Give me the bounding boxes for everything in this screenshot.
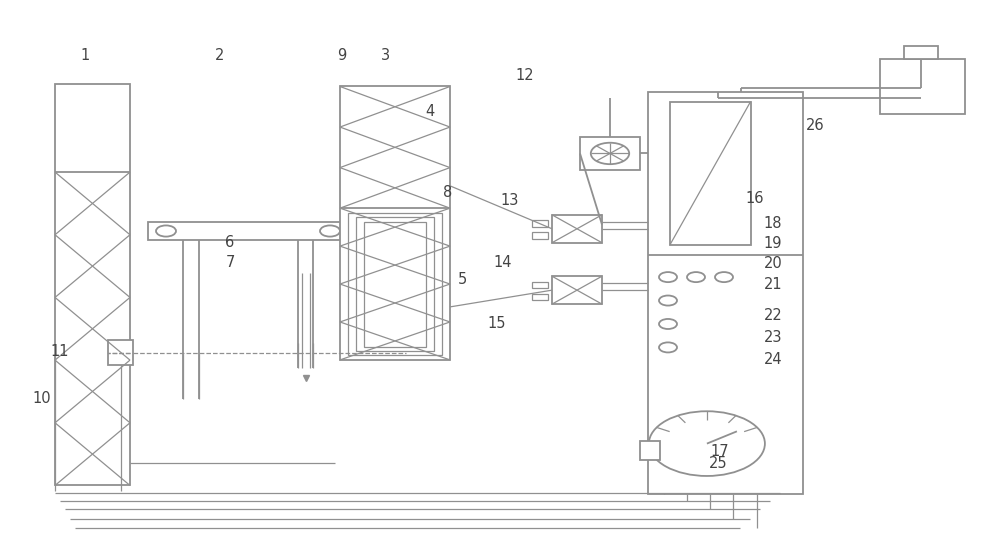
Text: 12: 12 — [516, 68, 534, 83]
Text: 14: 14 — [494, 255, 512, 270]
Bar — [640, 441, 660, 460]
Circle shape — [659, 319, 677, 329]
Bar — [532, 220, 548, 227]
Text: 23: 23 — [764, 330, 782, 345]
Bar — [108, 340, 133, 365]
Text: 25: 25 — [709, 456, 727, 470]
Text: 15: 15 — [488, 316, 506, 331]
Bar — [580, 137, 640, 170]
Bar — [532, 232, 548, 239]
Circle shape — [659, 296, 677, 306]
Circle shape — [715, 272, 733, 282]
Circle shape — [156, 225, 176, 237]
Text: 2: 2 — [215, 49, 225, 63]
Bar — [532, 282, 548, 288]
Text: 24: 24 — [764, 353, 782, 367]
Text: 3: 3 — [380, 49, 390, 63]
Circle shape — [591, 143, 629, 164]
Circle shape — [649, 411, 765, 476]
Bar — [364, 222, 426, 347]
Bar — [648, 92, 803, 494]
Text: 19: 19 — [764, 237, 782, 251]
Bar — [532, 294, 548, 300]
Bar — [552, 276, 602, 304]
Bar — [904, 46, 938, 59]
Text: 20: 20 — [764, 257, 782, 271]
Text: 9: 9 — [337, 49, 347, 63]
Text: 11: 11 — [51, 344, 69, 359]
Bar — [670, 102, 751, 245]
Text: 1: 1 — [80, 49, 90, 63]
Text: 8: 8 — [443, 185, 453, 200]
Text: 10: 10 — [33, 392, 51, 406]
Text: 22: 22 — [764, 308, 782, 323]
Text: 16: 16 — [746, 191, 764, 205]
Bar — [552, 215, 602, 243]
Bar — [148, 222, 348, 240]
Text: 7: 7 — [225, 255, 235, 270]
Circle shape — [320, 225, 340, 237]
Text: 13: 13 — [501, 194, 519, 208]
Text: 6: 6 — [225, 235, 235, 250]
Text: 26: 26 — [806, 118, 824, 133]
Text: 5: 5 — [457, 272, 467, 286]
Text: 17: 17 — [711, 445, 729, 459]
Circle shape — [659, 272, 677, 282]
Bar — [348, 213, 442, 355]
Text: 18: 18 — [764, 216, 782, 230]
Bar — [356, 217, 434, 351]
Circle shape — [659, 343, 677, 353]
Bar — [340, 86, 450, 360]
Bar — [55, 84, 130, 485]
Text: 4: 4 — [425, 104, 435, 119]
Bar — [880, 59, 965, 114]
Text: 21: 21 — [764, 277, 782, 292]
Circle shape — [687, 272, 705, 282]
